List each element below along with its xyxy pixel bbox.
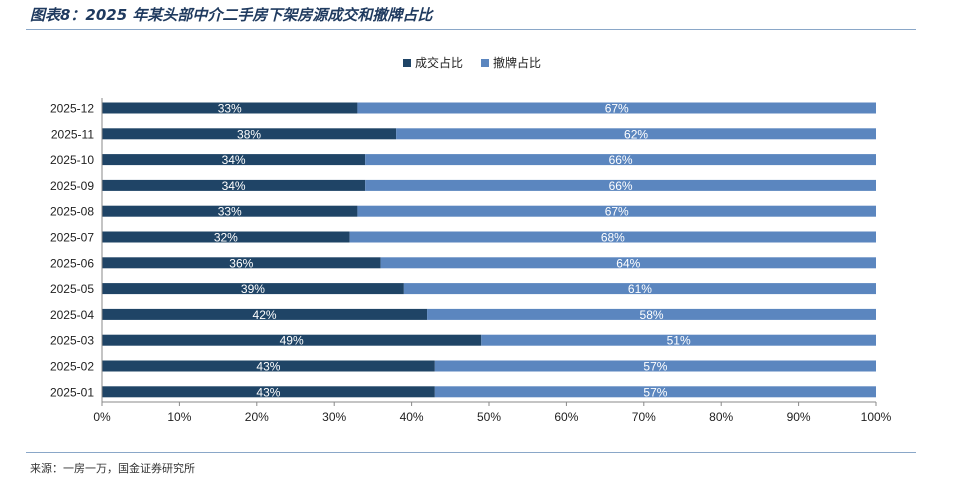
category-label: 2025-08 [50,205,94,219]
data-label: 67% [605,205,629,219]
data-label: 66% [609,153,633,167]
source-note: 来源：一房一万，国金证券研究所 [30,462,195,475]
bar-segment [357,102,876,114]
data-label: 49% [280,334,304,348]
x-tick-label: 40% [400,410,424,424]
bar-segment [102,334,482,346]
bar-segment [102,257,381,269]
category-label: 2025-02 [50,360,94,374]
bar-segment [396,128,876,140]
data-label: 64% [616,256,640,270]
category-label: 2025-07 [50,231,94,245]
bar-segment [102,102,358,114]
data-label: 34% [222,179,246,193]
bar-segment [403,283,876,295]
data-label: 42% [253,308,277,322]
data-label: 58% [640,308,664,322]
bar-segment [102,231,350,243]
data-label: 43% [256,385,280,399]
legend-swatch [481,59,489,67]
bar-segment [102,179,366,191]
legend-label: 成交占比 [415,55,463,70]
category-label: 2025-12 [50,102,94,116]
bar-segment [380,257,876,269]
x-tick-label: 70% [632,410,656,424]
category-label: 2025-01 [50,385,94,399]
x-tick-label: 90% [787,410,811,424]
x-tick-label: 80% [709,410,733,424]
legend-swatch [403,59,411,67]
bar-segment [102,154,366,166]
bar-segment [434,386,876,398]
bar-segment [481,334,876,346]
bar-segment [349,231,876,243]
data-label: 67% [605,102,629,116]
category-label: 2025-11 [51,127,94,141]
category-label: 2025-09 [50,179,94,193]
category-label: 2025-05 [50,282,94,296]
data-label: 51% [667,334,691,348]
x-tick-label: 50% [477,410,501,424]
legend-label: 撤牌占比 [493,55,541,70]
bar-segment [102,386,435,398]
data-label: 34% [222,153,246,167]
x-tick-label: 60% [554,410,578,424]
data-label: 38% [237,127,261,141]
data-label: 62% [624,127,648,141]
chart-header: 图表8：2025 年某头部中介二手房下架房源成交和撤牌占比 [0,0,954,30]
category-label: 2025-03 [50,334,94,348]
data-label: 43% [256,360,280,374]
category-label: 2025-10 [50,153,94,167]
data-label: 39% [241,282,265,296]
bar-segment [427,308,876,320]
top-divider [26,29,916,30]
x-tick-label: 10% [167,410,191,424]
bar-segment [434,360,876,372]
category-label: 2025-04 [50,308,94,322]
data-label: 61% [628,282,652,296]
x-tick-label: 0% [93,410,111,424]
data-label: 66% [609,179,633,193]
data-label: 68% [601,231,625,245]
bottom-divider [26,452,916,453]
bar-segment [102,308,428,320]
x-tick-label: 100% [861,410,892,424]
data-label: 32% [214,231,238,245]
chart-title: 图表8：2025 年某头部中介二手房下架房源成交和撤牌占比 [30,6,433,24]
bar-segment [357,205,876,217]
bar-segment [365,179,876,191]
bar-segment [365,154,876,166]
bar-segment [102,128,397,140]
x-tick-label: 30% [322,410,346,424]
data-label: 36% [229,256,253,270]
bar-segment [102,360,435,372]
data-label: 33% [218,102,242,116]
data-label: 33% [218,205,242,219]
x-tick-label: 20% [245,410,269,424]
category-label: 2025-06 [50,256,94,270]
bar-segment [102,283,404,295]
data-label: 57% [643,360,667,374]
bar-segment [102,205,358,217]
stacked-bar-chart: 成交占比 撤牌占比 33% 67% 2025-12 38% 62% 2025-11 34% 66%… [50,55,892,424]
data-label: 57% [643,385,667,399]
